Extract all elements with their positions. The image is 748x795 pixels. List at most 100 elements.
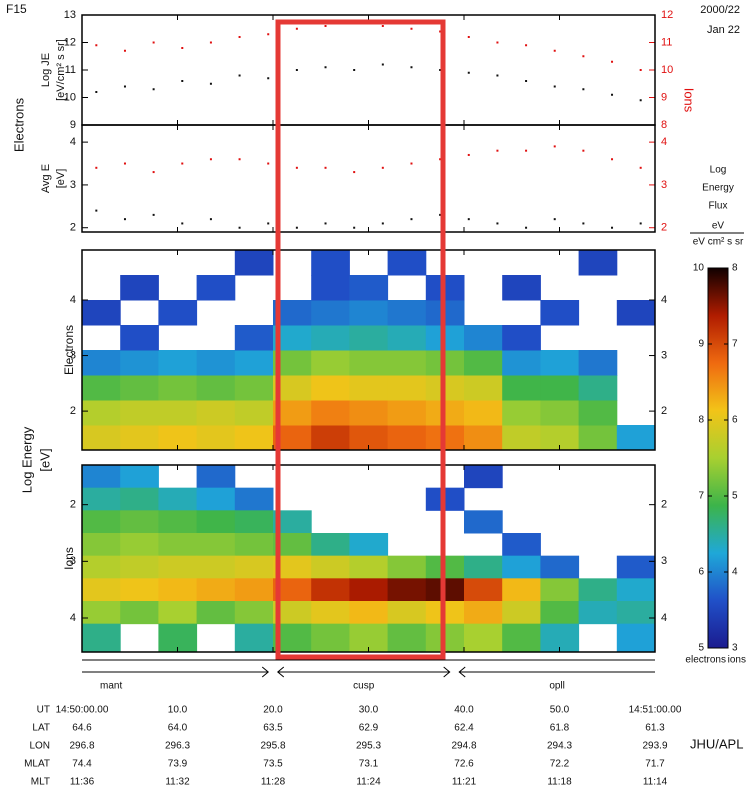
y2-tick-label: 4: [661, 136, 667, 148]
spectrogram-cell: [196, 425, 236, 451]
data-point: [123, 85, 126, 88]
spectrogram-cell: [349, 555, 389, 579]
data-point: [123, 162, 126, 165]
y-tick-label: 2: [661, 499, 667, 511]
data-point: [611, 158, 614, 161]
spectrogram-cell: [578, 400, 618, 426]
data-point: [238, 74, 241, 77]
colorbar-tick-label: 5: [732, 491, 738, 502]
y2-tick-label: 11: [661, 36, 672, 48]
data-point: [267, 33, 270, 36]
y2-tick-label: 10: [661, 64, 673, 76]
spectrogram-cell: [311, 375, 350, 401]
data-point: [353, 171, 356, 174]
ephemeris-label: MLT: [31, 777, 50, 788]
y2-tick-label: 2: [661, 222, 667, 234]
ephemeris-value: 73.1: [359, 759, 379, 770]
spectrogram-cell: [196, 533, 236, 557]
spectrogram-cell: [120, 510, 159, 534]
colorbar-tick-label: 10: [693, 263, 705, 274]
spectrogram-cell: [616, 623, 656, 653]
spectrogram-cell: [120, 350, 159, 376]
spectrogram-cell: [234, 487, 274, 511]
spectrogram-cell: [311, 623, 350, 653]
data-point: [152, 41, 155, 44]
ephemeris-value: 72.2: [550, 759, 570, 770]
axis-label: [eV]: [55, 169, 67, 189]
data-point: [123, 218, 126, 221]
spectrogram-cell: [464, 601, 503, 625]
spectrogram-cell: [120, 425, 159, 451]
colorbar-title: Log: [710, 165, 727, 176]
data-point: [439, 158, 442, 161]
ephemeris-label: MLAT: [24, 759, 50, 770]
spectrogram-cell: [196, 578, 236, 602]
data-point: [639, 99, 642, 102]
y-tick-label: 2: [661, 405, 667, 417]
data-point: [267, 77, 270, 80]
data-point: [353, 226, 356, 229]
data-point: [381, 222, 384, 225]
highlight-box: [275, 19, 446, 660]
data-point: [181, 162, 184, 165]
ephemeris-value: 11:32: [165, 777, 190, 788]
data-point: [324, 66, 327, 69]
data-point: [611, 60, 614, 63]
spectrogram-cell: [502, 400, 541, 426]
spectrogram-cell: [273, 510, 312, 534]
colorbar-tick-label: 6: [732, 415, 738, 426]
spectrogram-cell: [311, 555, 350, 579]
spectrogram-cell: [196, 555, 236, 579]
spectrogram-cell: [387, 325, 427, 351]
ephemeris-value: 293.9: [642, 741, 667, 752]
spectrogram-cell: [387, 578, 427, 602]
spectrogram-cell: [464, 400, 503, 426]
data-point: [525, 44, 528, 47]
y2-tick-label: 3: [661, 179, 667, 191]
spectrogram-cell: [540, 400, 580, 426]
spectrogram-cell: [464, 325, 503, 351]
spectrogram-cell: [234, 623, 274, 653]
spectrogram-cell: [502, 275, 541, 301]
data-point: [238, 36, 241, 38]
axis-label: Log JE: [40, 53, 52, 87]
spectrogram-cell: [158, 510, 198, 534]
ephemeris-value: 61.3: [645, 723, 665, 734]
spectrogram-cell: [502, 601, 541, 625]
spectrogram-cell: [540, 300, 580, 326]
panel-frame: [81, 124, 656, 233]
region-arrow: [458, 666, 466, 678]
colorbar-tick-label: 4: [732, 567, 738, 578]
ephemeris-value: 72.6: [454, 759, 474, 770]
spectrogram-cell: [82, 350, 121, 376]
data-point: [582, 149, 585, 152]
data-point: [95, 166, 98, 169]
data-point: [639, 166, 642, 169]
spectrogram-cell: [311, 275, 350, 301]
spectrogram-cell: [273, 555, 312, 579]
y-tick-label: 4: [661, 294, 667, 306]
ephemeris-value: 64.0: [168, 723, 188, 734]
colorbar-unit: eV cm² s sr: [693, 237, 744, 248]
data-point: [496, 222, 499, 225]
data-point: [582, 55, 585, 58]
spectrogram-cell: [120, 601, 159, 625]
ephemeris-value: 14:50:00.00: [56, 705, 109, 716]
data-point: [267, 162, 270, 165]
spectrogram-cell: [82, 300, 121, 326]
day: Jan 22: [707, 24, 740, 36]
spectrogram-cell: [616, 601, 656, 625]
ephemeris-value: 296.3: [165, 741, 190, 752]
spectrogram-cell: [464, 555, 503, 579]
spectrogram-cell: [158, 487, 198, 511]
spectrogram-cell: [311, 400, 350, 426]
spectrogram-cell: [311, 250, 350, 276]
colorbar-tick-label: 7: [698, 491, 704, 502]
spectrogram-cell: [311, 425, 350, 451]
data-point: [238, 158, 241, 161]
data-point: [525, 226, 528, 229]
colorbar-tick-label: 6: [698, 567, 704, 578]
ephemeris-value: 61.8: [550, 723, 570, 734]
data-point: [553, 145, 556, 148]
